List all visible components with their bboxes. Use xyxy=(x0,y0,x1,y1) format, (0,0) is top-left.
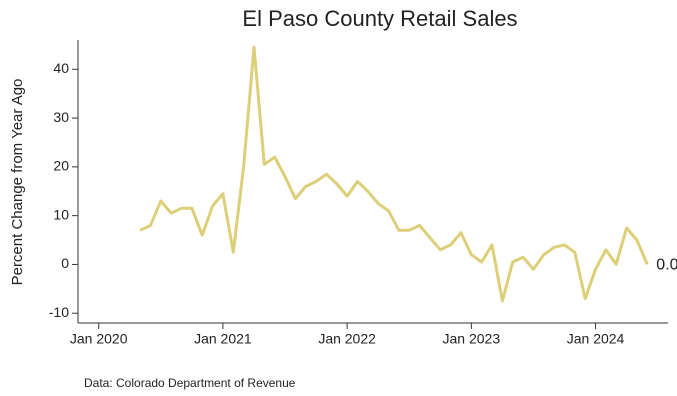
x-tick-label: Jan 2022 xyxy=(318,331,376,347)
y-tick-label: 20 xyxy=(53,158,69,174)
source-note: Data: Colorado Department of Revenue xyxy=(84,376,296,390)
y-tick-label: 40 xyxy=(53,60,69,76)
x-tick-label: Jan 2020 xyxy=(70,331,128,347)
x-tick-label: Jan 2023 xyxy=(443,331,501,347)
x-tick-label: Jan 2024 xyxy=(567,331,625,347)
value-label: 0.0 xyxy=(656,257,677,274)
y-tick-label: -10 xyxy=(49,304,69,320)
data-line xyxy=(139,45,649,303)
chart-title: El Paso County Retail Sales xyxy=(242,6,517,31)
y-tick-label: 30 xyxy=(53,109,69,125)
x-tick-label: Jan 2021 xyxy=(194,331,252,347)
y-tick-label: 10 xyxy=(53,206,69,222)
y-axis-label: Percent Change from Year Ago xyxy=(9,79,26,286)
y-tick-label: 0 xyxy=(61,255,69,271)
